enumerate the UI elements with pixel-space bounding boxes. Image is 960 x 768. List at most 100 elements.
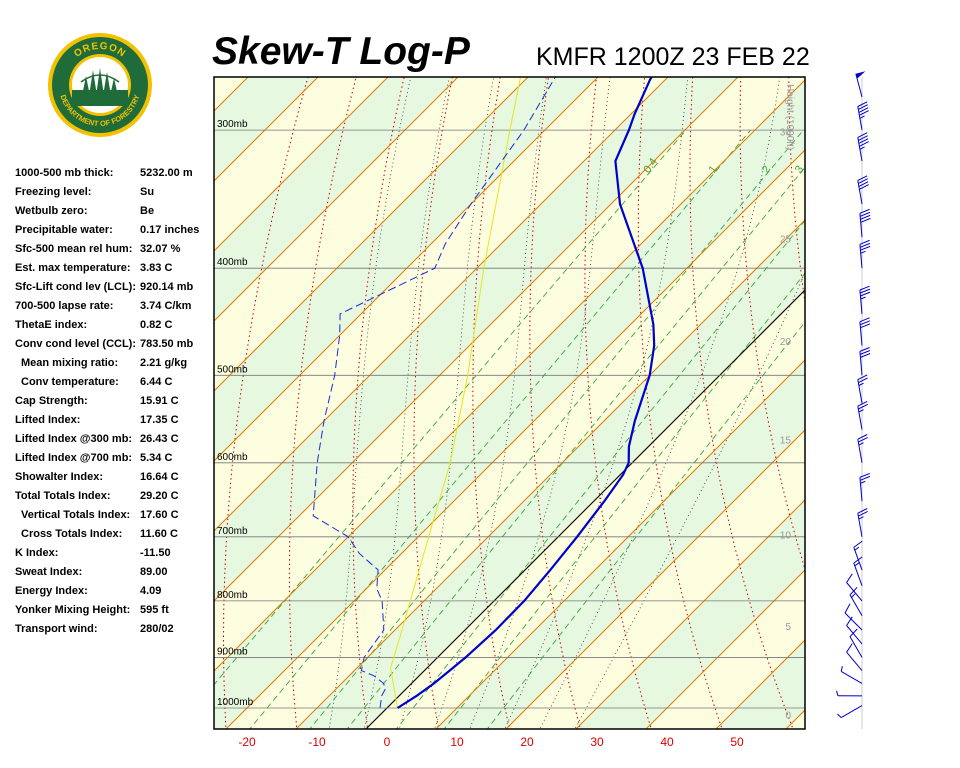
wind-barb-feather [859,110,869,116]
wind-barb-staff [853,562,863,586]
wind-barb-staff [846,651,863,671]
x-tick-label: 50 [730,735,744,749]
stat-label: Cap Strength: [15,395,88,407]
wind-barb-staff [855,73,863,98]
stat-label: Cross Totals Index: [21,528,123,540]
stat-value: 29.20 C [140,490,179,502]
stat-value: 26.43 C [140,433,179,445]
stat-label: Lifted Index @700 mb: [15,452,133,464]
pressure-label: 600mb [217,452,248,463]
isotherm-line [214,77,389,252]
wind-barb-half-feather [860,296,866,300]
wind-barb [844,603,863,631]
wind-barb-half-feather [860,250,866,254]
dry-adiabat [882,0,960,731]
wind-barb-staff [857,439,863,463]
wind-barb-feather [853,540,863,548]
stat-label: Total Totals Index: [15,490,111,502]
stat-value: 783.50 mb [140,338,194,350]
wind-barb-staff [844,612,863,631]
wind-barb-staff [857,513,863,537]
isotherm-line [214,79,805,672]
stat-label: Sweat Index: [15,566,83,578]
zero-isotherm [365,289,805,729]
isotherm-line [225,149,805,729]
x-tick-label: 10 [450,735,464,749]
stat-value: 4.09 [140,585,162,597]
stat-row: Mean mixing ratio: 2.21 g/kg [15,357,215,376]
stat-row: Transport wind: 280/02 [15,623,215,642]
isotherm-line [785,709,805,729]
dry-adiabat [637,77,723,729]
stat-label: Freezing level: [15,186,92,198]
stat-value: 17.60 C [140,509,179,521]
wind-barb-feather [859,184,869,190]
wind-barb-feather [859,473,870,478]
wind-barb [857,400,868,430]
wind-barb-half-feather [859,115,865,119]
stat-value: 920.14 mb [140,281,194,293]
stat-row: Yonker Mixing Height: 595 ft [15,604,215,623]
isotherm-line [505,429,805,729]
stat-value: 11.60 C [140,528,178,540]
mixing-ratio-label: 12 [916,159,933,176]
stat-row: Cross Totals Index: 11.60 C [15,528,215,547]
wind-barb-feather [858,178,868,184]
stat-label: Yonker Mixing Height: [15,604,131,616]
stat-value: 595 ft [140,604,169,616]
isotherm-line [295,219,805,729]
dry-adiabat [529,77,581,729]
wind-barb-half-feather [837,713,842,718]
stat-label: Lifted Index @300 mb: [15,433,133,445]
wind-barb-feather [859,208,870,214]
wind-barb-feather [857,132,868,138]
stat-row: K Index: -11.50 [15,547,215,566]
wind-barb-feather [859,317,870,323]
wind-barb-feather [860,288,871,294]
stat-value: 3.74 C/km [140,300,192,312]
stat-row: Showalter Index: 16.64 C [15,471,215,490]
moist-adiabat [328,77,412,729]
height-tick-label: 35 [780,16,792,27]
chart-title: Skew-T Log-P [212,30,470,73]
x-tick-label: -20 [238,735,256,749]
stat-value: 5232.00 m [140,167,193,179]
wind-barb [840,666,863,684]
wind-barbs [836,71,871,719]
wind-barb-flag [855,71,866,79]
wind-barb-feather [846,573,853,583]
wind-barb-feather [860,291,871,297]
stat-value: Su [140,186,155,198]
wind-barb [855,71,866,98]
isotherm-line [214,77,669,532]
stat-row: Precipitable water: 0.17 inches [15,224,215,243]
wind-barb-feather [844,603,851,614]
moist-adiabat [539,77,781,729]
x-tick-label: 0 [384,735,391,749]
wind-barb [849,586,863,616]
wind-barb-feather [858,104,868,110]
height-tick-label: 0 [785,710,791,721]
wind-barb-feather [849,628,858,637]
isotherm-line [214,77,599,462]
wind-barb [857,374,868,404]
wind-barb-staff [859,244,863,269]
wind-barb-feather [846,616,853,626]
isotherm-band [214,79,805,729]
wind-barb-feather [860,245,871,251]
wind-barb-feather [860,350,871,355]
wind-barb [859,473,871,502]
wind-barb-staff [853,547,863,571]
stat-row: 700-500 lapse rate: 3.74 C/km [15,300,215,319]
wind-barb-feather [858,510,868,517]
pressure-label: 1000mb [217,697,254,708]
plot-frame [213,76,806,730]
mixing-ratio-line [346,166,805,729]
stat-label: 1000-500 mb thick: [15,167,114,179]
wind-barb-feather [858,135,868,141]
stat-row: Energy Index: 4.09 [15,585,215,604]
stat-row: Lifted Index @700 mb: 5.34 C [15,452,215,471]
dry-adiabat [352,77,405,729]
wind-barb-feather [858,436,868,443]
